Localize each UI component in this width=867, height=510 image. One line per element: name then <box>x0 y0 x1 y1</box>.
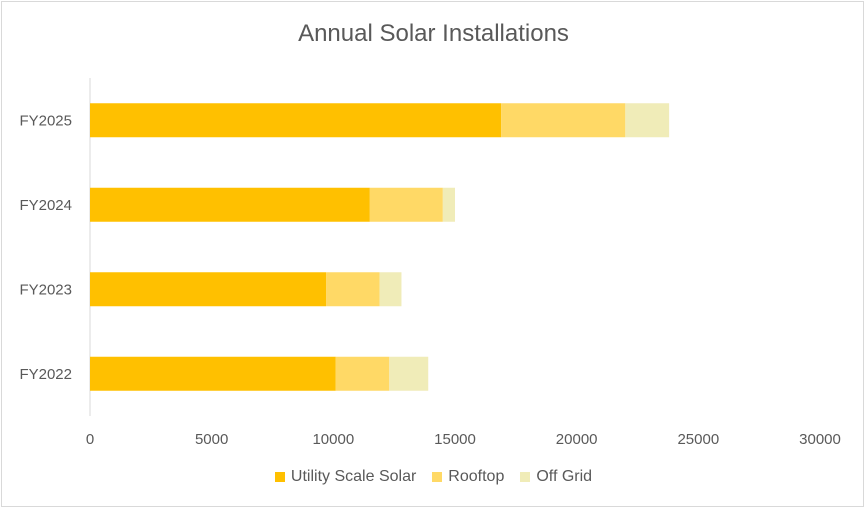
legend-label: Off Grid <box>536 468 593 485</box>
category-label: FY2023 <box>19 281 72 298</box>
x-tick-label: 25000 <box>677 431 719 448</box>
chart-title: Annual Solar Installations <box>298 20 569 47</box>
bar-off-grid-fy2025 <box>625 103 670 138</box>
legend-swatch <box>520 472 531 482</box>
legend-label: Utility Scale Solar <box>290 468 417 485</box>
bar-off-grid-fy2022 <box>389 356 429 391</box>
category-label: FY2022 <box>19 366 72 383</box>
bar-off-grid-fy2024 <box>442 187 455 222</box>
bar-utility-scale-solar-fy2024 <box>90 187 370 222</box>
bar-off-grid-fy2023 <box>379 272 402 307</box>
legend: Utility Scale Solar Rooftop Off Grid <box>0 468 867 486</box>
category-label: FY2025 <box>19 112 72 129</box>
bar-rooftop-fy2023 <box>326 272 380 307</box>
x-tick-label: 30000 <box>799 431 841 448</box>
legend-label: Rooftop <box>448 468 505 485</box>
legend-swatch <box>432 472 443 482</box>
legend-swatch <box>274 472 285 482</box>
x-tick-label: 5000 <box>195 431 228 448</box>
x-tick-label: 15000 <box>434 431 476 448</box>
bar-rooftop-fy2024 <box>369 187 443 222</box>
bar-utility-scale-solar-fy2022 <box>90 356 336 391</box>
x-tick-label: 20000 <box>556 431 598 448</box>
bar-utility-scale-solar-fy2023 <box>90 272 327 307</box>
legend-item: Utility Scale Solar <box>274 468 417 486</box>
bar-utility-scale-solar-fy2025 <box>90 103 502 138</box>
category-label: FY2024 <box>19 197 72 214</box>
legend-item: Rooftop <box>432 468 504 486</box>
legend-item: Off Grid <box>520 468 592 486</box>
x-tick-label: 0 <box>86 431 94 448</box>
bar-rooftop-fy2022 <box>335 356 390 391</box>
x-tick-label: 10000 <box>312 431 354 448</box>
bar-rooftop-fy2025 <box>501 103 626 138</box>
